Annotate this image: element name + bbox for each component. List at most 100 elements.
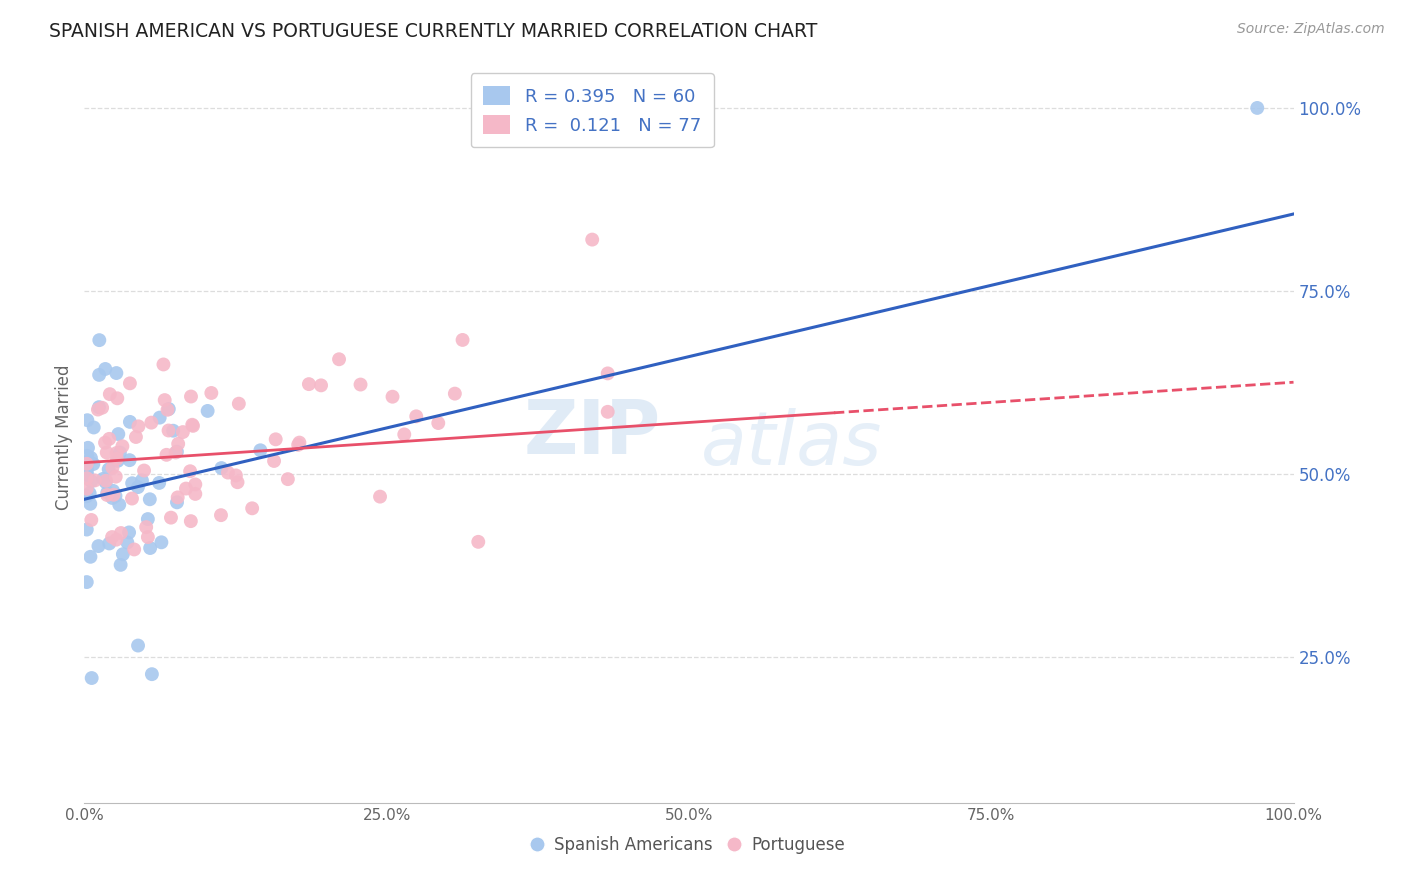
- Point: [79, 497, 101, 511]
- Point: [96, 488, 118, 502]
- Point: [157, 402, 180, 417]
- Point: [76, 489, 98, 503]
- Point: [83, 420, 105, 434]
- Point: [127, 639, 149, 653]
- Point: [96, 445, 118, 459]
- Point: [581, 233, 603, 247]
- Point: [228, 397, 250, 411]
- Point: [118, 376, 141, 391]
- Point: [94, 475, 117, 490]
- Point: [298, 377, 321, 392]
- Point: [309, 378, 332, 392]
- Point: [277, 472, 299, 486]
- Point: [76, 449, 98, 463]
- Legend: Spanish Americans, Portuguese: Spanish Americans, Portuguese: [526, 829, 852, 860]
- Point: [98, 432, 121, 446]
- Point: [451, 333, 474, 347]
- Point: [121, 476, 143, 491]
- Point: [226, 475, 249, 490]
- Point: [121, 491, 143, 506]
- Point: [405, 409, 427, 424]
- Point: [91, 472, 114, 486]
- Point: [180, 390, 202, 404]
- Point: [179, 464, 201, 478]
- Point: [136, 530, 159, 544]
- Point: [225, 468, 247, 483]
- Point: [103, 488, 125, 502]
- Point: [76, 413, 98, 427]
- Point: [76, 463, 98, 477]
- Point: [174, 482, 197, 496]
- Point: [79, 486, 101, 500]
- Point: [76, 471, 98, 485]
- Point: [122, 542, 145, 557]
- Text: ZIP: ZIP: [523, 397, 661, 470]
- Point: [209, 508, 232, 523]
- Point: [89, 368, 111, 382]
- Point: [108, 445, 131, 459]
- Point: [111, 547, 134, 561]
- Point: [98, 387, 121, 401]
- Point: [139, 492, 162, 507]
- Point: [166, 444, 188, 458]
- Point: [153, 393, 176, 408]
- Point: [1246, 101, 1268, 115]
- Y-axis label: Currently Married: Currently Married: [55, 364, 73, 510]
- Point: [105, 446, 128, 460]
- Point: [427, 416, 450, 430]
- Point: [127, 480, 149, 494]
- Text: Source: ZipAtlas.com: Source: ZipAtlas.com: [1237, 22, 1385, 37]
- Point: [110, 558, 132, 572]
- Point: [200, 386, 222, 401]
- Point: [132, 463, 155, 477]
- Point: [263, 454, 285, 468]
- Point: [84, 474, 107, 488]
- Point: [180, 514, 202, 528]
- Point: [94, 435, 117, 450]
- Point: [141, 416, 163, 430]
- Point: [77, 441, 100, 455]
- Point: [87, 400, 110, 414]
- Point: [287, 438, 309, 452]
- Point: [157, 424, 180, 438]
- Point: [172, 425, 194, 439]
- Point: [107, 454, 129, 468]
- Point: [131, 474, 153, 488]
- Point: [197, 404, 219, 418]
- Point: [82, 457, 104, 471]
- Point: [94, 362, 117, 376]
- Point: [165, 445, 187, 459]
- Text: atlas: atlas: [702, 409, 883, 481]
- Point: [91, 401, 114, 415]
- Point: [136, 512, 159, 526]
- Point: [328, 352, 350, 367]
- Point: [94, 474, 117, 488]
- Point: [596, 367, 619, 381]
- Point: [104, 489, 127, 503]
- Point: [107, 427, 129, 442]
- Point: [110, 526, 132, 541]
- Point: [96, 485, 118, 500]
- Point: [467, 534, 489, 549]
- Point: [118, 453, 141, 467]
- Point: [141, 667, 163, 681]
- Point: [209, 461, 232, 475]
- Point: [101, 530, 124, 544]
- Point: [117, 535, 139, 549]
- Text: SPANISH AMERICAN VS PORTUGUESE CURRENTLY MARRIED CORRELATION CHART: SPANISH AMERICAN VS PORTUGUESE CURRENTLY…: [49, 22, 817, 41]
- Point: [101, 460, 124, 475]
- Point: [162, 424, 184, 438]
- Point: [596, 405, 619, 419]
- Point: [105, 533, 128, 547]
- Point: [127, 419, 149, 434]
- Point: [156, 402, 179, 417]
- Point: [76, 523, 98, 537]
- Point: [166, 495, 188, 509]
- Point: [150, 535, 173, 549]
- Point: [118, 415, 141, 429]
- Point: [80, 671, 103, 685]
- Point: [444, 386, 467, 401]
- Point: [76, 457, 98, 471]
- Point: [249, 443, 271, 458]
- Point: [184, 487, 207, 501]
